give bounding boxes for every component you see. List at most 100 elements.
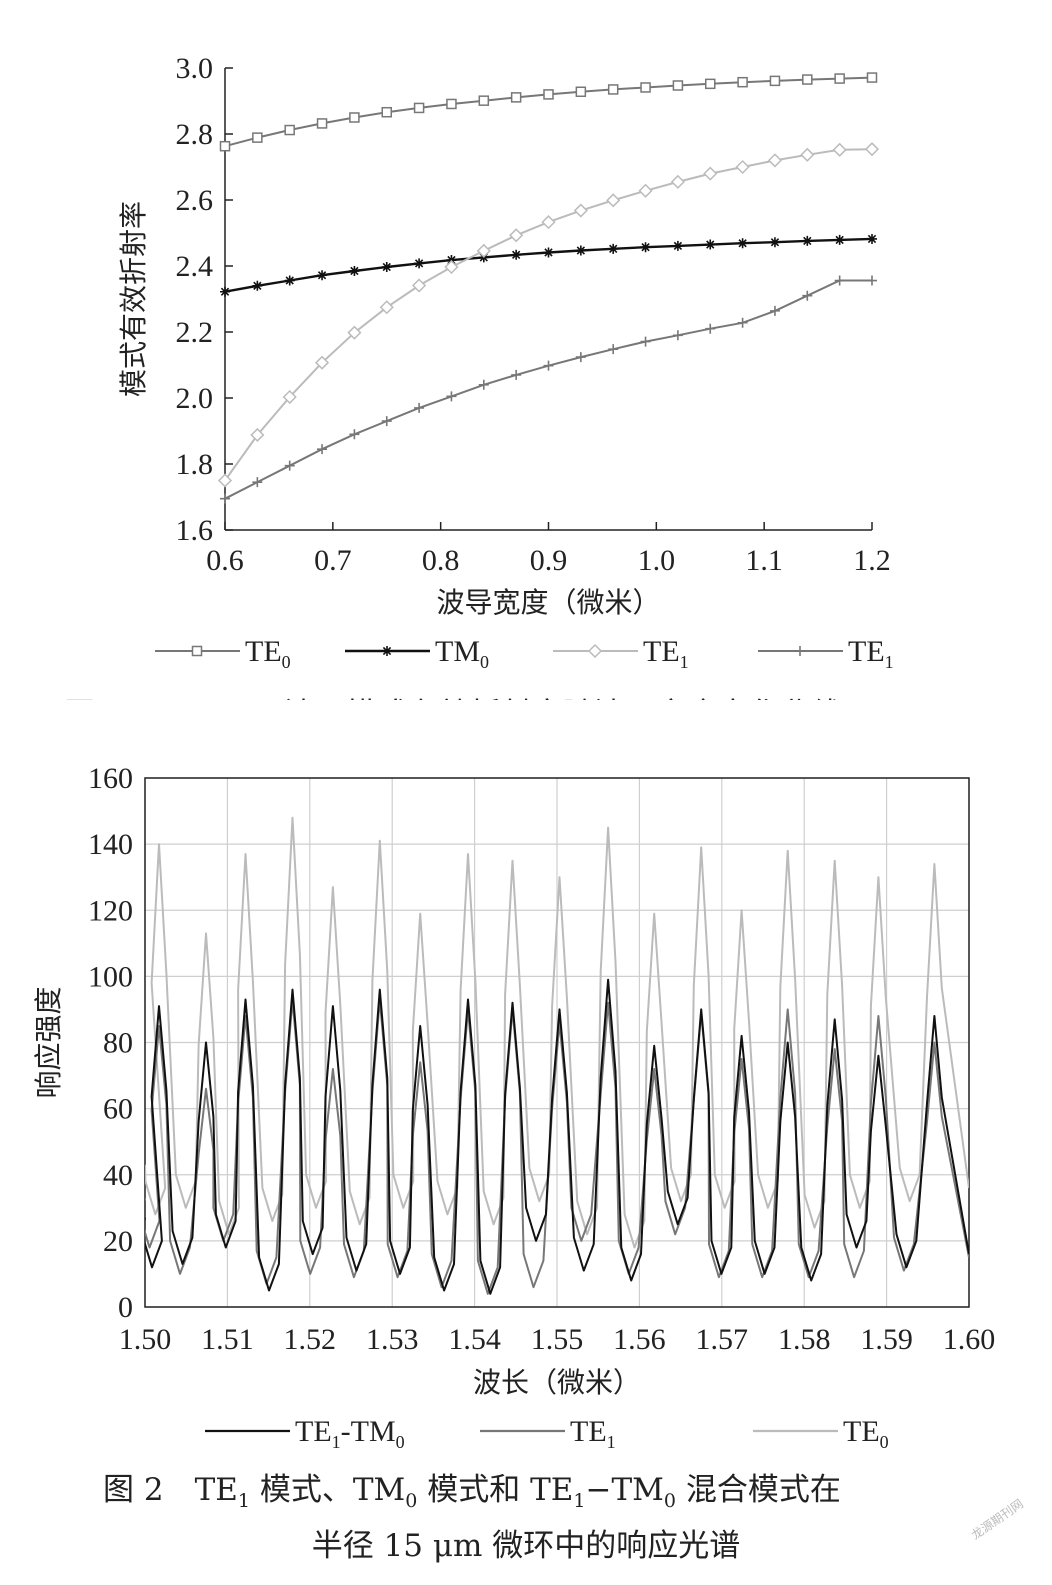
x-tick-label: 1.0	[638, 544, 676, 577]
y-tick-label: 2.8	[176, 118, 214, 151]
data-point	[379, 300, 394, 315]
data-point	[476, 243, 491, 258]
data-point	[252, 477, 263, 488]
legend-item-1: TM0	[345, 635, 489, 672]
data-point	[284, 275, 295, 286]
data-point	[834, 234, 845, 245]
x-tick-label: 1.51	[201, 1323, 254, 1356]
plot-frame	[144, 777, 970, 1308]
legend-item-1: TE1	[480, 1415, 616, 1452]
x-tick-label: 1.56	[613, 1323, 666, 1356]
y-tick-label: 2.2	[176, 316, 214, 349]
y-tick-label: 2.6	[176, 184, 214, 217]
x-tick-label: 1.55	[531, 1323, 584, 1356]
data-point	[670, 174, 685, 189]
data-point	[638, 183, 653, 198]
data-point	[640, 82, 651, 93]
data-point	[640, 242, 651, 253]
y-tick-label: 2.0	[176, 382, 214, 415]
data-point	[252, 132, 263, 143]
data-point	[412, 278, 427, 293]
x-tick-label: 0.7	[314, 544, 352, 577]
x-tick-label: 1.50	[119, 1323, 172, 1356]
data-point	[672, 330, 683, 341]
data-point	[381, 106, 392, 118]
x-tick-label: 1.52	[284, 1323, 337, 1356]
x-tick-label: 0.8	[422, 544, 460, 577]
figure-1-caption: 图 1 300 nm 波导模式有效折射率随波导宽度变化曲线	[64, 697, 842, 700]
figure-2-caption-line2: 半径 15 μm 微环中的响应光谱	[312, 1528, 741, 1564]
data-point	[446, 98, 457, 110]
data-point	[510, 92, 522, 103]
series-line-0	[145, 978, 969, 1295]
x-tick-label: 1.60	[943, 1323, 996, 1356]
data-point	[282, 389, 297, 405]
legend-label: TE1	[570, 1415, 616, 1452]
data-point	[220, 286, 230, 297]
series-2	[217, 142, 880, 488]
series-3	[220, 275, 877, 504]
data-point	[509, 228, 524, 243]
data-point	[349, 265, 360, 276]
data-point	[575, 86, 587, 98]
legend-item-2: TE1	[553, 635, 689, 672]
data-point	[543, 247, 554, 258]
data-point	[606, 193, 621, 208]
y-tick-label: 1.8	[176, 448, 214, 481]
data-point	[347, 325, 362, 340]
x-tick-label: 1.57	[696, 1323, 749, 1356]
x-tick-label: 1.2	[853, 544, 891, 577]
x-tick-label: 1.58	[778, 1323, 831, 1356]
x-tick-label: 1.53	[366, 1323, 419, 1356]
series-line-2	[145, 816, 969, 1249]
data-point	[672, 240, 683, 251]
legend-label: TE1	[848, 635, 894, 672]
y-tick-label: 140	[88, 828, 133, 861]
data-point	[834, 73, 845, 84]
data-point	[284, 460, 295, 471]
data-point	[543, 89, 554, 100]
data-point	[735, 159, 750, 175]
data-point	[573, 203, 588, 218]
data-point	[575, 245, 586, 256]
data-point	[737, 76, 748, 88]
data-point	[382, 646, 392, 656]
y-tick-label: 40	[103, 1159, 133, 1192]
legend-item-3: TE1	[758, 635, 894, 672]
data-point	[284, 124, 295, 136]
y-tick-label: 160	[88, 762, 133, 795]
data-point	[769, 237, 780, 248]
data-point	[252, 280, 263, 291]
y-tick-label: 80	[103, 1027, 133, 1060]
x-axis-label: 波长（微米）	[473, 1366, 641, 1399]
data-point	[864, 142, 880, 157]
data-point	[478, 95, 490, 106]
data-point	[672, 80, 684, 91]
data-point	[317, 270, 328, 281]
y-axis-label: 响应强度	[32, 986, 65, 1098]
series-0	[219, 72, 878, 152]
data-point	[220, 493, 230, 504]
data-point	[444, 259, 459, 275]
legend-item-0: TE1-TM0	[205, 1415, 405, 1452]
y-tick-label: 120	[88, 894, 133, 927]
data-point	[413, 102, 425, 114]
data-point	[867, 275, 877, 286]
data-point	[767, 153, 783, 168]
data-point	[575, 352, 586, 363]
data-point	[478, 379, 489, 390]
data-point	[705, 323, 716, 334]
data-point	[608, 243, 619, 254]
x-tick-label: 1.59	[860, 1323, 913, 1356]
data-point	[703, 166, 718, 181]
data-point	[769, 75, 781, 87]
data-point	[737, 317, 748, 328]
data-point	[867, 233, 877, 244]
data-point	[511, 249, 522, 260]
y-tick-label: 20	[103, 1225, 133, 1258]
data-point	[640, 336, 651, 347]
data-point	[795, 646, 805, 656]
legend-label: TE1-TM0	[295, 1415, 405, 1452]
data-point	[414, 258, 425, 269]
